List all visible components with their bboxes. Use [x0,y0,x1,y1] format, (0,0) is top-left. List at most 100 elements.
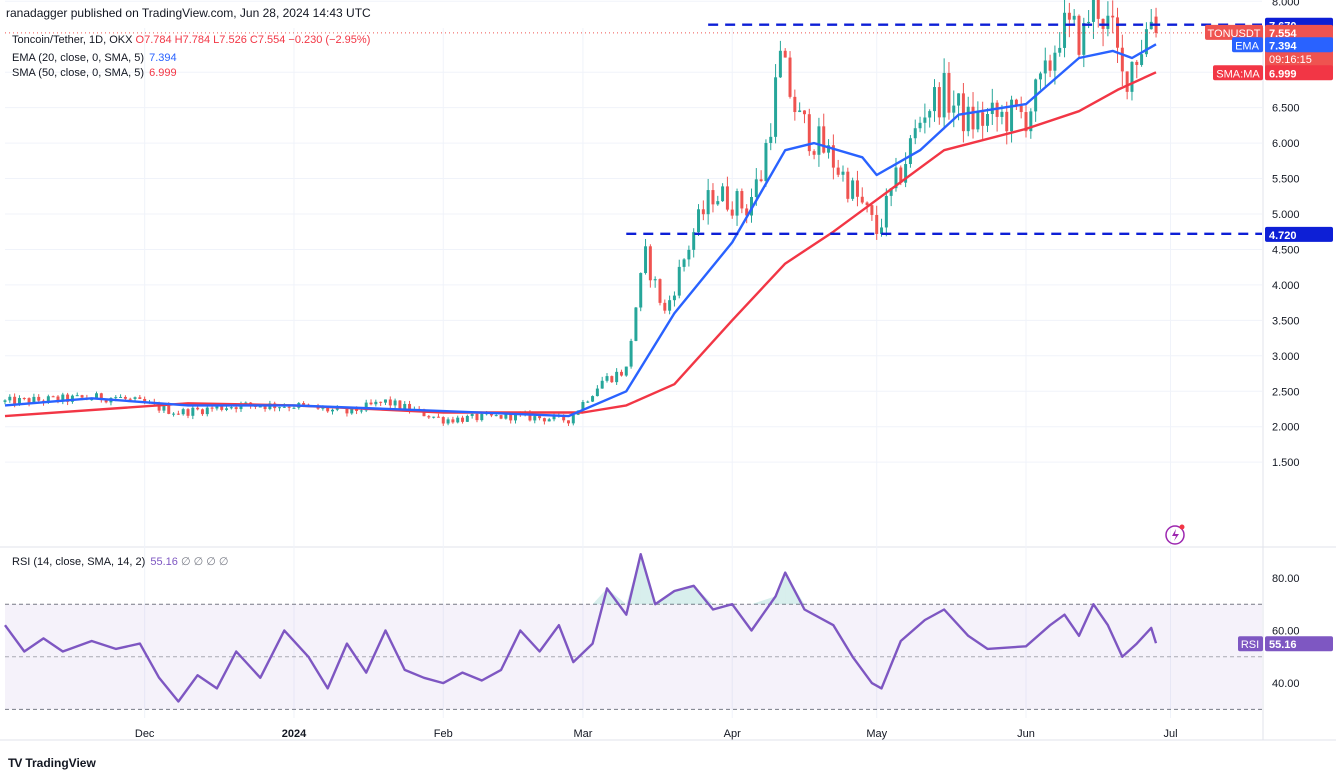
time-axis-label-feb: Feb [434,728,453,740]
rsi-legend-label: RSI (14, close, SMA, 14, 2) [12,556,146,568]
price-tick-label: 8.000 [1272,0,1300,8]
candle-body [181,409,185,415]
candle-body [388,399,392,406]
symbol-legend: Toncoin/Tether, 1D, OKX O7.784 H7.784 L7… [12,34,370,46]
candle-body [379,401,383,403]
candle-body [634,307,638,341]
candle-body [282,406,286,408]
candle-body [504,413,508,419]
candle-body [32,396,36,404]
sma-value-badge-text: 6.999 [1269,68,1297,80]
candle-body [432,416,436,418]
last-price-badge-text: 7.554 [1269,28,1297,40]
price-tick-label: 3.500 [1272,315,1300,327]
candle-body [1096,0,1100,19]
candle-body [793,96,797,113]
candle-body [1063,12,1067,48]
candle-body [725,186,729,210]
candle-body [1125,71,1129,92]
candle-body [889,188,893,196]
candle-body [1014,99,1018,106]
rsi-legend-extra: ∅ ∅ ∅ ∅ [180,556,229,568]
candle-body [740,191,744,209]
candle-body [451,419,455,423]
candle-body [22,398,26,400]
candle-body [528,412,532,421]
price-tick-label: 5.500 [1272,174,1300,186]
candle-body [51,396,55,398]
sma-legend-label: SMA (50, close, 0, SMA, 5) [12,67,145,79]
candle-body [595,388,599,397]
time-axis-label-dec: Dec [135,728,155,740]
rsi-overbought-fill [693,585,713,605]
candle-body [831,145,835,168]
candle-body [1048,60,1052,71]
candle-body [475,413,479,421]
candle-body [851,180,855,199]
candle-body [711,190,715,205]
candle-body [1072,15,1076,20]
candle-body [302,403,306,405]
candle-body [56,396,60,402]
candle-body [465,415,469,422]
candle-body [860,196,864,203]
candle-body [321,407,325,409]
candle-body [928,111,932,118]
candle-body [1043,60,1047,74]
symbol-tag [1205,24,1263,40]
candle-body [735,191,739,216]
candle-body [37,396,41,401]
candle-body [981,112,985,126]
candle-body [1067,12,1071,20]
candle-body [913,128,917,139]
candle-body [200,409,204,415]
candle-body [258,406,262,408]
candle-body [509,413,513,421]
candle-body [13,396,17,405]
candle-body [966,106,970,132]
rsi-overbought-fill [626,554,641,605]
candle-body [128,398,132,400]
candle-body [1019,105,1023,113]
time-axis-label-mar: Mar [573,728,592,740]
candle-body [186,409,190,416]
candle-body [1130,61,1134,92]
candle-body [104,400,108,403]
rsi-tick-label: 60.00 [1272,626,1300,638]
candle-body [653,279,657,281]
rsi-overbought-fill [607,588,627,605]
candle-body [672,295,676,301]
candle-body [61,394,65,402]
candle-body [619,371,623,376]
candle-body [687,249,691,260]
candle-body [648,246,652,281]
tradingview-brand[interactable]: TV TradingView [8,756,96,770]
candle-body [408,403,412,411]
candle-body [591,396,595,402]
candle-body [894,167,898,189]
candle-body [947,72,951,113]
candle-body [769,136,773,143]
candle-body [196,407,200,410]
candle-body [1091,0,1095,22]
candle-body [697,209,701,233]
candle-body [918,122,922,129]
candle-body [278,407,282,409]
candle-body [46,396,50,403]
candle-body [1058,47,1062,53]
ema-tag-text: EMA [1235,40,1260,52]
candle-body [783,50,787,58]
candle-body [461,417,465,422]
price-tick-label: 6.500 [1272,103,1300,115]
candle-body [167,405,171,414]
candle-body [369,402,373,405]
candle-body [798,110,802,113]
symbol-tag-text: TONUSDT [1208,28,1261,40]
rsi-tick-label: 40.00 [1272,678,1300,690]
candle-body [812,151,816,155]
brand-name: TradingView [25,756,96,770]
candle-body [3,400,7,402]
lightning-icon[interactable] [1165,525,1185,545]
ema-legend-value: 7.394 [149,52,177,64]
